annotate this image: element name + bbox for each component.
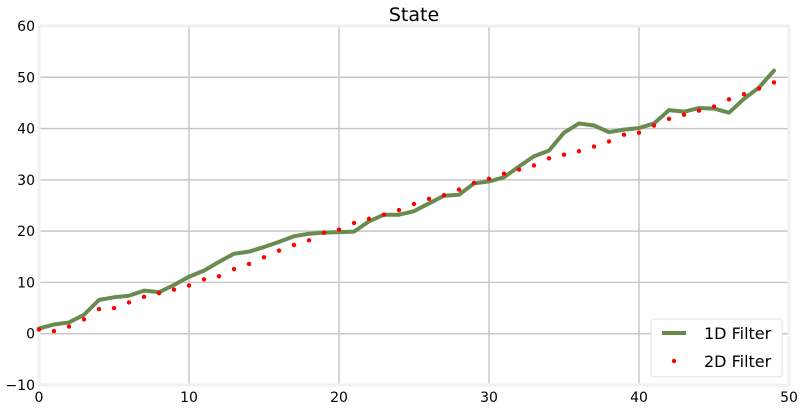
x-tick-label: 0	[35, 390, 44, 406]
data-point-2d-filter	[366, 216, 372, 222]
data-point-2d-filter	[681, 112, 687, 117]
y-tick-label: −10	[5, 378, 35, 394]
y-tick-label: 20	[17, 224, 35, 240]
data-point-2d-filter	[441, 193, 447, 198]
data-point-2d-filter	[171, 287, 177, 292]
data-point-2d-filter	[486, 176, 492, 182]
data-point-2d-filter	[711, 104, 717, 109]
data-point-2d-filter	[276, 248, 282, 253]
x-tick-label: 10	[180, 390, 198, 406]
y-tick-label: 50	[17, 70, 35, 86]
data-point-2d-filter	[396, 207, 402, 213]
data-point-2d-filter	[771, 80, 777, 85]
x-tick-label: 20	[330, 390, 348, 406]
y-axis: −10 0 10 20 30 40 50 60	[5, 19, 35, 394]
data-point-2d-filter	[741, 92, 747, 97]
data-point-2d-filter	[381, 212, 387, 217]
data-point-2d-filter	[66, 324, 72, 329]
data-point-2d-filter	[561, 152, 567, 157]
data-point-2d-filter	[471, 180, 477, 186]
data-point-2d-filter	[336, 227, 342, 232]
x-axis: 0 10 20 30 40 50	[35, 390, 798, 406]
series-line-1d-filter	[37, 68, 776, 331]
data-point-2d-filter	[516, 167, 522, 172]
data-point-2d-filter	[411, 201, 417, 207]
data-point-2d-filter	[696, 108, 702, 113]
data-point-2d-filter	[291, 242, 297, 248]
data-point-2d-filter	[261, 255, 267, 260]
data-point-2d-filter	[246, 261, 252, 267]
data-point-2d-filter	[531, 163, 537, 168]
x-tick-label: 40	[630, 390, 648, 406]
y-tick-label: 10	[17, 275, 35, 291]
data-point-2d-filter	[96, 306, 102, 312]
data-point-2d-filter	[651, 123, 657, 128]
legend-swatch-2d-filter	[671, 358, 677, 364]
y-tick-label: 0	[26, 327, 35, 343]
legend-label-2d-filter: 2D Filter	[704, 352, 772, 371]
plot-frame	[37, 24, 791, 387]
data-point-2d-filter	[756, 86, 762, 91]
data-point-2d-filter	[231, 266, 237, 272]
data-point-2d-filter	[666, 116, 672, 122]
data-point-2d-filter	[126, 300, 132, 305]
data-point-2d-filter	[621, 132, 627, 137]
data-point-2d-filter	[591, 144, 597, 149]
data-point-2d-filter	[111, 305, 117, 311]
data-point-2d-filter	[36, 327, 42, 332]
data-point-2d-filter	[51, 328, 57, 334]
y-tick-label: 30	[17, 173, 35, 189]
data-point-2d-filter	[546, 156, 552, 161]
data-point-2d-filter	[636, 130, 642, 135]
data-point-2d-filter	[201, 277, 207, 282]
data-point-2d-filter	[216, 274, 222, 279]
data-point-2d-filter	[156, 290, 162, 296]
series-layer	[36, 68, 777, 334]
y-tick-label: 40	[17, 122, 35, 138]
data-point-2d-filter	[81, 317, 87, 322]
data-point-2d-filter	[306, 238, 312, 243]
data-point-2d-filter	[456, 187, 462, 192]
x-tick-label: 30	[480, 390, 498, 406]
data-point-2d-filter	[606, 139, 612, 144]
data-point-2d-filter	[576, 148, 582, 154]
y-tick-label: 60	[17, 19, 35, 35]
data-point-2d-filter	[351, 220, 357, 226]
legend-label-1d-filter: 1D Filter	[704, 324, 772, 343]
data-point-2d-filter	[141, 294, 147, 299]
data-point-2d-filter	[321, 230, 327, 235]
legend: 1D Filter 2D Filter	[650, 318, 783, 378]
data-point-2d-filter	[426, 196, 432, 202]
chart-title: State	[389, 4, 439, 26]
data-point-2d-filter	[726, 97, 732, 102]
data-point-2d-filter	[186, 283, 192, 288]
data-point-2d-filter	[501, 171, 507, 176]
x-tick-label: 50	[780, 390, 798, 406]
